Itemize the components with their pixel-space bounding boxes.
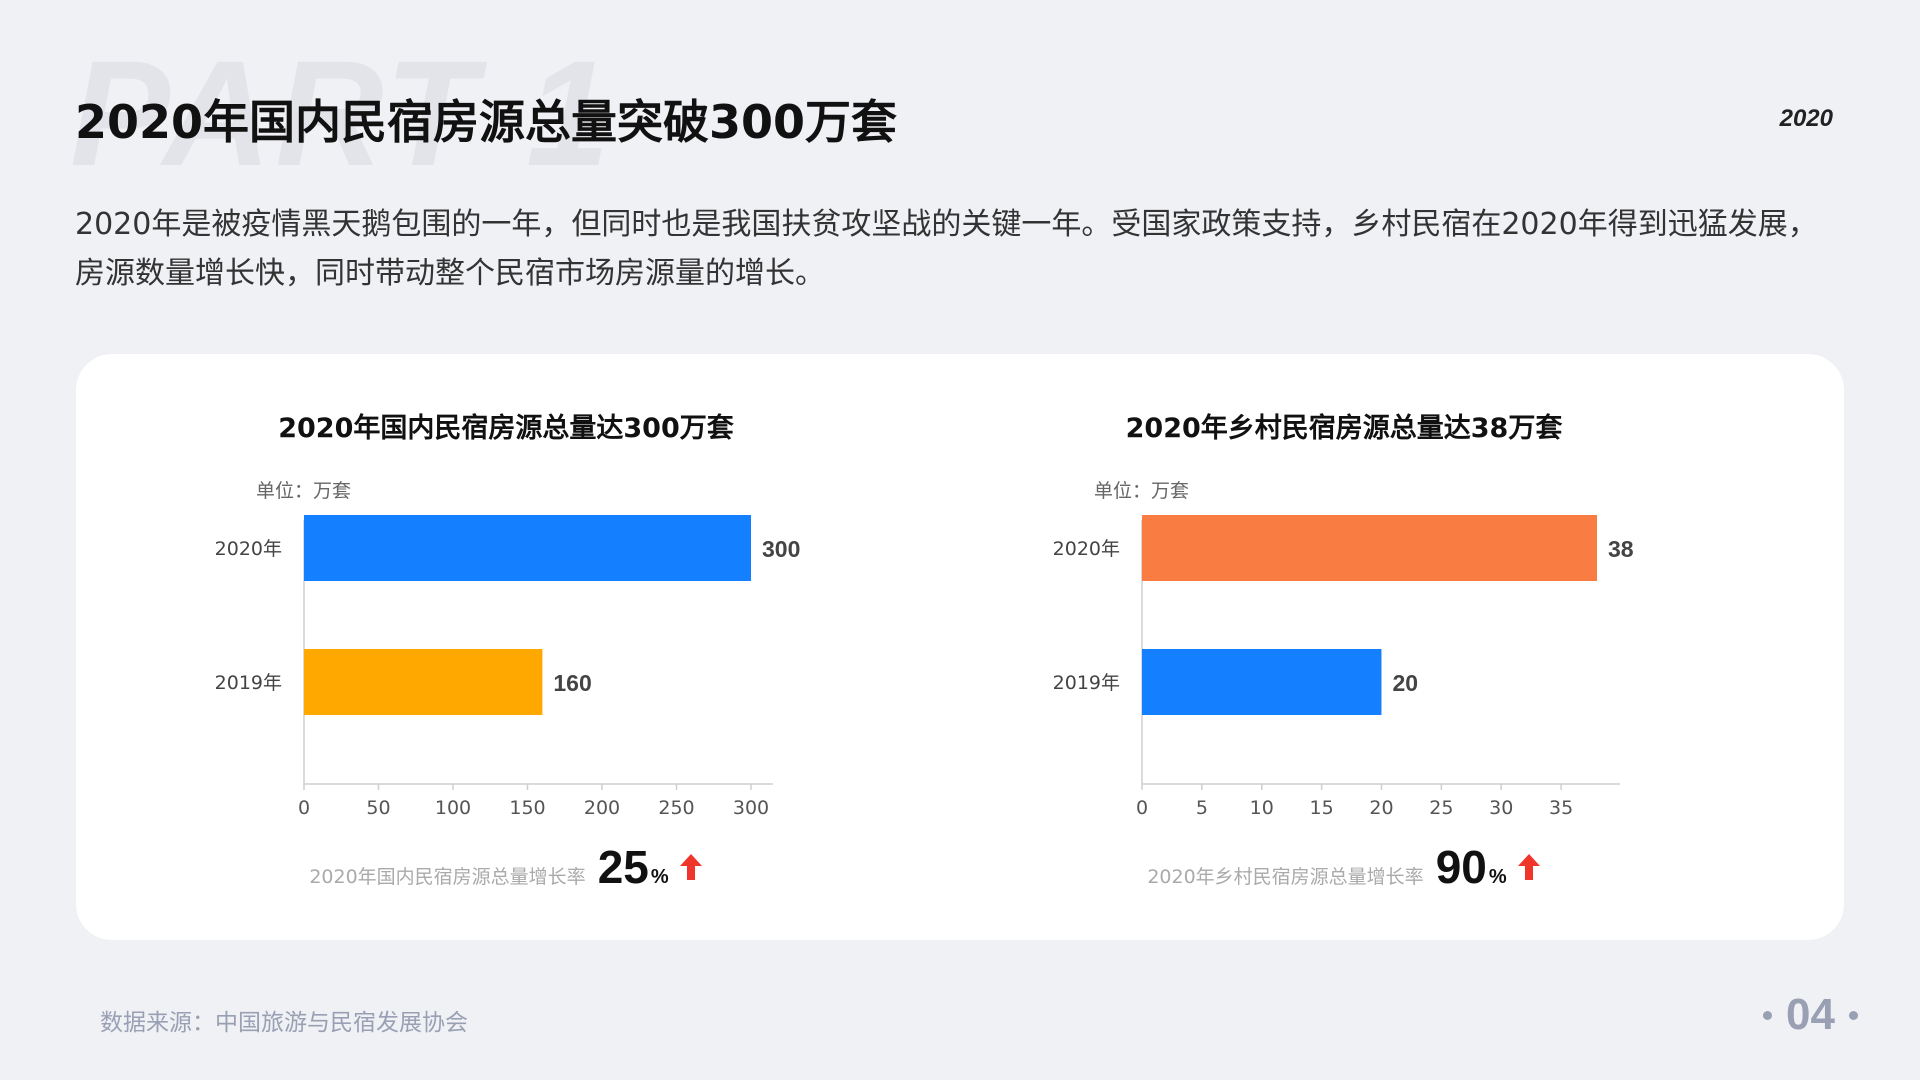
chart-title: 2020年乡村民宿房源总量达38万套 [1125,413,1563,444]
dot-icon [1763,1010,1773,1020]
unit-label: 单位：万套 [256,480,352,502]
bar [304,649,543,715]
x-tick-label: 100 [435,797,471,819]
category-label: 2020年 [215,538,282,560]
intro-paragraph: 2020年是被疫情黑天鹅包围的一年，但同时也是我国扶贫攻坚战的关键一年。受国家政… [75,207,1818,291]
growth-rate-label: 2020年乡村民宿房源总量增长率 [1147,866,1424,888]
x-tick-label: 10 [1250,797,1274,819]
dot-icon [1849,1010,1858,1020]
growth-rate-row: 2020年国内民宿房源总量增长率 25 % [76,840,936,894]
chart-total-listings: 2020年国内民宿房源总量达300万套 单位：万套 0 50 100 150 200 25… [76,354,936,940]
up-arrow-icon [679,854,702,880]
x-tick-label: 30 [1489,797,1513,819]
data-label: 160 [553,670,591,696]
x-tick-label: 20 [1369,797,1393,819]
growth-rate-value: 90 [1435,841,1487,893]
category-label: 2019年 [215,672,282,694]
bar [304,515,751,581]
page-number-text: 04 [1786,990,1835,1039]
data-label: 20 [1392,670,1418,696]
data-label: 38 [1608,536,1634,562]
x-tick-label: 35 [1549,797,1573,819]
bar [1142,649,1382,715]
x-tick-label: 0 [1136,797,1148,819]
category-label: 2020年 [1053,538,1120,560]
up-arrow-icon [1517,854,1540,880]
bar-plot: 0 50 100 150 200 250 300 2020年 300 2019年 160 [215,515,800,819]
year-tag: 2020 [1779,105,1833,132]
growth-rate-unit: % [1488,866,1507,888]
part-watermark: PART 1 [70,29,614,197]
x-tick-label: 200 [584,797,620,819]
growth-rate-row: 2020年乡村民宿房源总量增长率 90 % [914,840,1774,894]
x-tick-label: 250 [658,797,694,819]
x-tick-label: 15 [1310,797,1334,819]
bar [1142,515,1597,581]
unit-label: 单位：万套 [1094,480,1190,502]
chart-rural-listings: 2020年乡村民宿房源总量达38万套 单位：万套 0 5 10 15 20 25 30 35 2… [914,354,1774,940]
data-label: 300 [762,536,800,562]
x-tick-label: 50 [366,797,390,819]
growth-rate-unit: % [650,866,669,888]
x-tick-label: 5 [1196,797,1208,819]
x-tick-label: 25 [1429,797,1453,819]
charts-card: 2020年国内民宿房源总量达300万套 单位：万套 0 50 100 150 200 25… [76,354,1844,940]
data-source: 数据来源：中国旅游与民宿发展协会 [100,1010,468,1036]
bar-plot: 0 5 10 15 20 25 30 35 2020年 38 2019年 20 [1053,515,1634,819]
x-tick-label: 150 [509,797,545,819]
x-tick-label: 0 [298,797,310,819]
chart-title: 2020年国内民宿房源总量达300万套 [278,413,734,444]
page-title: 2020年国内民宿房源总量突破300万套 [75,95,898,149]
category-label: 2019年 [1053,672,1120,694]
growth-rate-value: 25 [597,841,649,893]
x-tick-label: 300 [733,797,769,819]
growth-rate-label: 2020年国内民宿房源总量增长率 [309,866,586,888]
page-number: 04 [1749,990,1872,1040]
